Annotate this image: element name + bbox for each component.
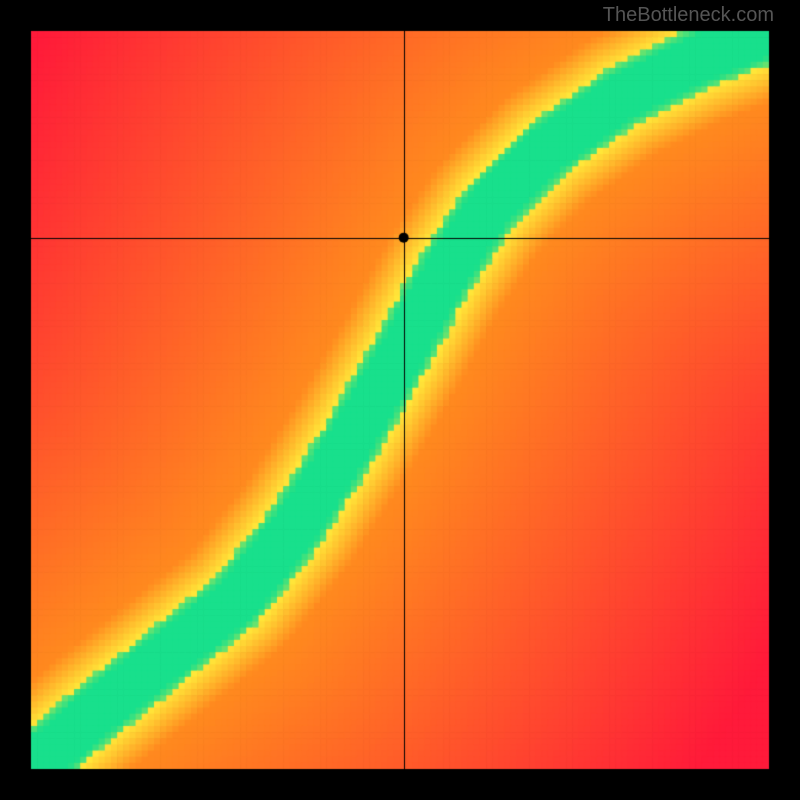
heatmap-canvas — [0, 0, 800, 800]
watermark-text: TheBottleneck.com — [603, 4, 774, 27]
chart-container: TheBottleneck.com — [0, 0, 800, 800]
